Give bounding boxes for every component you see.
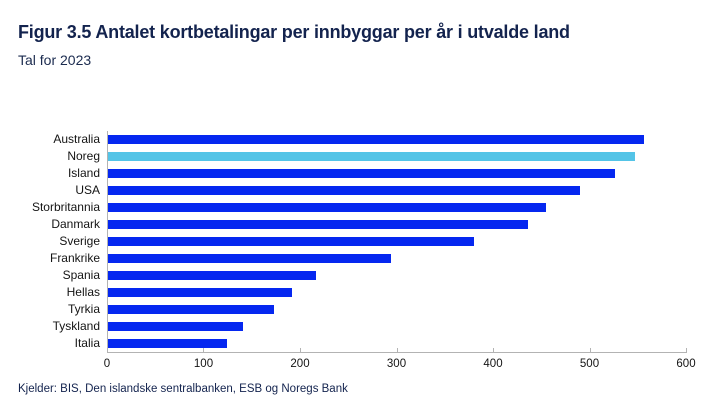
x-axis-tick-mark — [107, 348, 108, 352]
bar-tyrkia — [108, 305, 274, 314]
category-label: Australia — [53, 132, 100, 146]
x-axis-tick-mark — [203, 348, 205, 352]
x-axis-tick-labels: 0 100 200 300 400 500 600 — [103, 358, 696, 372]
category-label: Tyskland — [52, 319, 100, 333]
category-label: Frankrike — [49, 251, 100, 265]
source-note: Kjelder: BIS, Den islandske sentralbanke… — [18, 383, 348, 395]
figure-title: Figur 3.5 Antalet kortbetalingar per inn… — [18, 22, 570, 42]
x-axis-tick-label: 0 — [103, 358, 111, 370]
bar-frankrike — [108, 254, 391, 263]
category-label: USA — [75, 183, 100, 197]
x-axis-tick-label: 400 — [483, 358, 503, 370]
bar-italia — [108, 339, 227, 348]
bar-hellas — [108, 288, 293, 297]
x-axis-tick-label: 100 — [193, 358, 214, 370]
category-label: Spania — [62, 268, 100, 282]
category-label: Tyrkia — [67, 302, 100, 316]
figure-subtitle: Tal for 2023 — [18, 52, 92, 68]
x-axis-tick-label: 300 — [386, 358, 407, 370]
category-label: Noreg — [67, 149, 100, 163]
category-axis: Australia Noreg Island USA Storbritannia Danm… — [0, 131, 100, 352]
bar-australia — [108, 135, 644, 144]
category-label: Island — [67, 166, 100, 180]
category-label: Hellas — [66, 285, 100, 299]
bar-danmark — [108, 220, 528, 229]
plot-area — [107, 131, 687, 353]
bar-spania — [108, 271, 317, 280]
bar-island — [108, 169, 615, 178]
x-axis-tick-label: 600 — [676, 358, 696, 370]
x-axis-tick-mark — [492, 348, 494, 352]
bar-storbritannia — [108, 203, 547, 212]
category-label: Storbritannia — [31, 200, 100, 214]
x-axis-tick-mark — [396, 348, 398, 352]
bar-sverige — [108, 237, 474, 246]
category-label: Danmark — [51, 217, 100, 231]
category-label: Italia — [74, 336, 100, 350]
x-axis-tick-mark — [299, 348, 301, 352]
bar-noreg — [108, 152, 635, 161]
x-axis-tick-label: 500 — [579, 358, 600, 370]
category-label: Sverige — [59, 234, 100, 248]
x-axis-tick-label: 200 — [290, 358, 310, 370]
x-axis-tick-mark — [686, 348, 687, 352]
bar-usa — [108, 186, 580, 195]
x-axis-tick-mark — [589, 348, 591, 352]
bar-tyskland — [108, 322, 244, 331]
